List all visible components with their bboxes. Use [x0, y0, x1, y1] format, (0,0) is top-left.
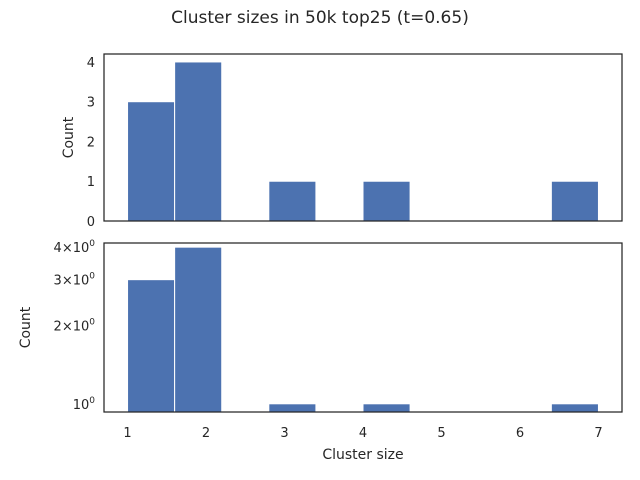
x-tick-label: 2: [202, 426, 210, 441]
y-axis-label: Count: [61, 116, 77, 158]
y-tick-label: 4×100: [54, 239, 96, 256]
y-tick-label: 3×100: [54, 272, 96, 289]
histogram-bar: [127, 101, 176, 222]
x-tick-label: 7: [594, 426, 602, 441]
histogram-bar: [268, 180, 317, 222]
histogram-bar: [362, 403, 411, 413]
histogram-bar: [362, 180, 411, 222]
histogram-bar: [550, 180, 599, 222]
axes-frame: [103, 53, 623, 222]
histogram-bar: [127, 279, 176, 413]
histogram-bar: [550, 403, 599, 413]
histogram-bar: [174, 246, 223, 413]
x-axis-label: Cluster size: [322, 447, 403, 463]
y-tick-label: 4: [87, 56, 95, 71]
axes-frame: [103, 242, 623, 413]
y-tick-label: 2: [87, 135, 95, 150]
x-tick-label: 1: [123, 426, 131, 441]
chart-title: Cluster sizes in 50k top25 (t=0.65): [171, 8, 469, 28]
x-tick-label: 6: [516, 426, 524, 441]
y-axis-label: Count: [18, 306, 34, 348]
y-tick-label: 2×100: [54, 317, 96, 334]
histogram-bar: [268, 403, 317, 413]
x-tick-label: 3: [280, 426, 288, 441]
x-tick-label: 5: [437, 426, 445, 441]
histogram-bar: [174, 61, 223, 222]
y-tick-label: 1: [87, 175, 95, 190]
y-tick-label: 100: [73, 396, 96, 413]
x-tick-label: 4: [359, 426, 367, 441]
y-tick-label: 0: [87, 215, 95, 230]
y-tick-label: 3: [87, 96, 95, 111]
